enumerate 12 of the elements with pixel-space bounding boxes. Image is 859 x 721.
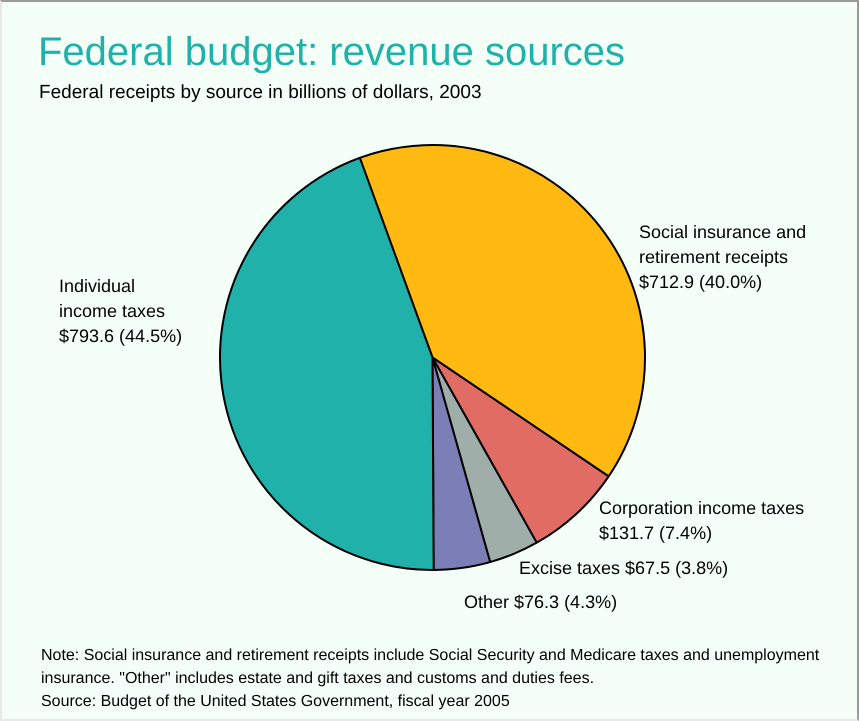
slice-label: Other $76.3 (4.3%) bbox=[464, 592, 618, 612]
slice-label: Corporation income taxes bbox=[599, 498, 804, 518]
text: Note: Social insurance and retirement receipts include Social Security and Medicare taxes and unemployment insurance. "Other" includes estate and gift taxes and customs and duties fees. bbox=[41, 646, 820, 689]
slice-label: Excise taxes $67.5 (3.8%) bbox=[519, 558, 728, 578]
data-label: $131.7 (7.4%) bbox=[599, 523, 712, 543]
chart-title: Federal budget: revenue sources bbox=[38, 30, 626, 75]
data-label: $793.6 (44.5%) bbox=[59, 326, 182, 346]
source-note: Source: Budget of the United States Government, fiscal year 2005 bbox=[41, 692, 511, 712]
data-label: $712.9 (40.0%) bbox=[639, 272, 762, 292]
slice-label: Social insurance and retirement receipts bbox=[639, 222, 806, 267]
slice-label: Individual income taxes bbox=[59, 276, 166, 321]
chart-subtitle: Federal receipts by source in billions of dollars, 2003 bbox=[39, 82, 482, 104]
